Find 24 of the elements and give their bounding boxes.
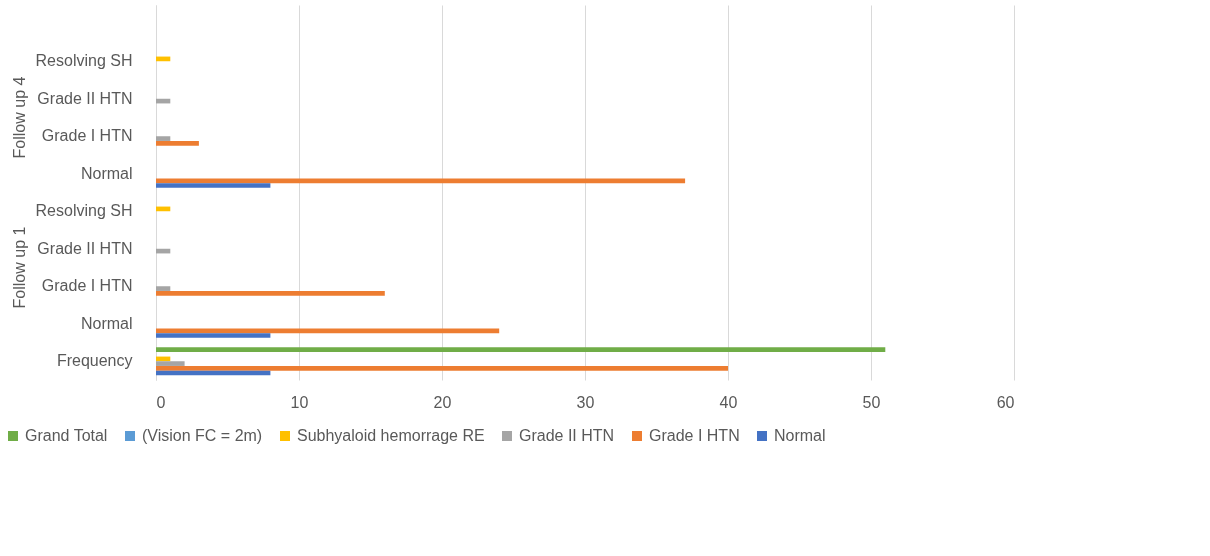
- legend-label: Grand Total: [25, 427, 108, 444]
- y-tick-label: Normal: [80, 164, 133, 182]
- y-tick-label: Frequency: [56, 352, 133, 370]
- y-tick-label: Grade I HTN: [41, 127, 133, 145]
- x-tick-label: 10: [290, 393, 309, 411]
- text: Follow up 4: [11, 76, 28, 159]
- x-tick-label: 0: [156, 393, 166, 411]
- x-tick-label: 60: [996, 393, 1015, 411]
- x-tick-label: 20: [433, 393, 452, 411]
- y-tick-label: Grade I HTN: [41, 277, 133, 295]
- y-tick-label: Resolving SH: [35, 52, 133, 70]
- legend-label: Subhyaloid hemorrage RE: [297, 427, 485, 444]
- text: Follow up 1: [11, 226, 28, 309]
- x-tick-label: 30: [576, 393, 595, 411]
- x-tick-label: 50: [862, 393, 881, 411]
- y-tick-label: Grade II HTN: [37, 239, 133, 257]
- legend-label: Grade II HTN: [519, 427, 615, 444]
- legend-label: Grade I HTN: [649, 427, 740, 444]
- x-tick-label: 40: [719, 393, 738, 411]
- legend-label: (Vision FC = 2m): [142, 427, 263, 444]
- y-tick-label: Grade II HTN: [37, 89, 133, 107]
- y-tick-label: Resolving SH: [35, 202, 133, 220]
- y-tick-label: Normal: [80, 314, 133, 332]
- legend-label: Normal: [774, 427, 826, 444]
